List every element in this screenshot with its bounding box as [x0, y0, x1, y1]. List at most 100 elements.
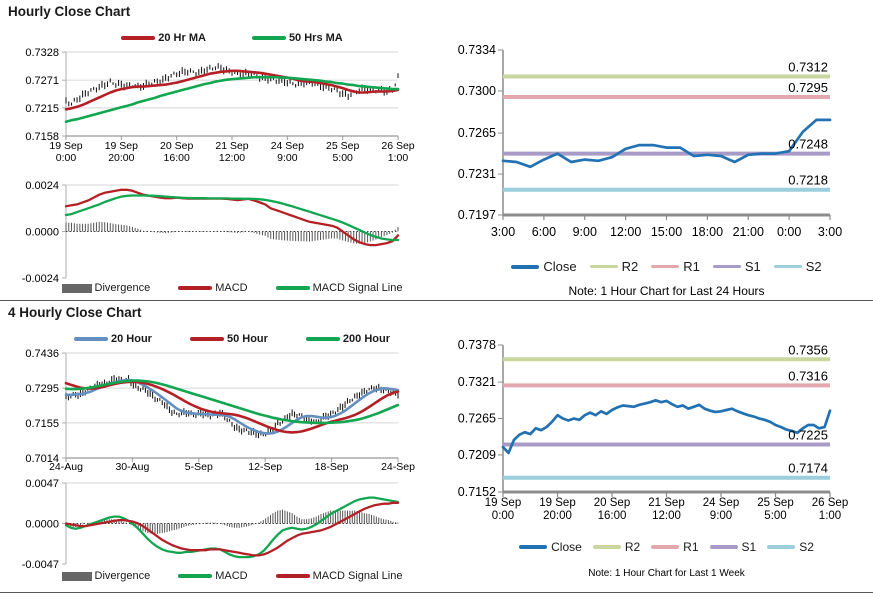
s2-swatch	[767, 545, 796, 549]
svg-text:24 Sep: 24 Sep	[271, 140, 304, 152]
legend-item: 50 Hour	[189, 333, 268, 345]
svg-text:18-Sep: 18-Sep	[315, 461, 349, 473]
hourly-pivot-legend: Close R2 R1 S1 S2	[503, 259, 830, 274]
legend-item: S1	[709, 540, 756, 554]
legend-label: R2	[624, 540, 641, 554]
weekly-pivot-note: Note: 1 Hour Chart for Last 1 Week	[588, 568, 745, 579]
legend-label: 50 Hrs MA	[288, 32, 343, 44]
svg-text:0.7158: 0.7158	[25, 131, 59, 143]
svg-text:9:00: 9:00	[277, 152, 298, 164]
legend-label: S2	[799, 540, 814, 554]
svg-text:0.7209: 0.7209	[458, 448, 496, 462]
svg-text:9:00: 9:00	[573, 225, 597, 239]
legend-label: R1	[683, 259, 700, 274]
svg-text:1:00: 1:00	[819, 510, 841, 522]
legend-item: MACD Signal Line	[275, 282, 402, 294]
svg-text:26 Sep: 26 Sep	[381, 140, 414, 152]
svg-text:0.7271: 0.7271	[25, 75, 59, 87]
green-line-swatch	[251, 36, 286, 40]
svg-text:0.7155: 0.7155	[25, 418, 59, 430]
svg-text:0:00: 0:00	[56, 152, 77, 164]
svg-text:0.7218: 0.7218	[788, 173, 828, 188]
divergence-swatch	[61, 571, 92, 581]
section-divider	[0, 300, 873, 301]
r2-swatch	[592, 545, 621, 549]
svg-text:-0.0047: -0.0047	[22, 559, 59, 568]
svg-text:0.7295: 0.7295	[788, 80, 828, 95]
legend-item: R2	[589, 259, 638, 274]
svg-text:0.7174: 0.7174	[788, 461, 828, 476]
s1-swatch	[709, 545, 738, 549]
svg-text:0.7334: 0.7334	[458, 43, 496, 57]
svg-text:18:00: 18:00	[692, 225, 723, 239]
svg-text:25 Sep: 25 Sep	[326, 140, 359, 152]
legend-label: MACD	[215, 282, 248, 294]
legend-label: Divergence	[94, 570, 151, 582]
divergence-swatch	[61, 283, 92, 293]
legend-label: MACD	[215, 570, 248, 582]
svg-text:21:00: 21:00	[733, 225, 764, 239]
svg-text:0.0000: 0.0000	[25, 519, 59, 531]
r2-swatch	[589, 264, 618, 269]
r1-swatch	[651, 545, 680, 549]
hourly-macd-chart: 0.0024 0.0000 -0.0024	[22, 180, 400, 282]
green-line-swatch	[178, 574, 213, 578]
s2-swatch	[773, 264, 802, 269]
svg-text:30-Aug: 30-Aug	[115, 461, 149, 473]
legend-item: MACD	[178, 282, 248, 294]
svg-text:26 Sep: 26 Sep	[812, 497, 848, 509]
green-line-swatch	[305, 337, 340, 341]
svg-text:0.7265: 0.7265	[458, 412, 496, 426]
svg-text:0.7215: 0.7215	[25, 103, 59, 115]
red-line-swatch	[189, 337, 224, 341]
svg-text:0.7265: 0.7265	[458, 126, 496, 140]
svg-text:0.7248: 0.7248	[788, 137, 828, 152]
svg-text:3:00: 3:00	[818, 225, 842, 239]
svg-text:0.7316: 0.7316	[788, 368, 828, 383]
legend-label: MACD Signal Line	[312, 570, 403, 582]
svg-text:20 Sep: 20 Sep	[160, 140, 193, 152]
svg-text:20:00: 20:00	[108, 152, 134, 164]
legend-label: Close	[543, 259, 577, 274]
svg-text:1:00: 1:00	[388, 152, 409, 164]
legend-label: R1	[683, 540, 699, 554]
svg-text:16:00: 16:00	[164, 152, 190, 164]
blue-line-swatch	[73, 337, 108, 341]
svg-text:12:00: 12:00	[652, 510, 681, 522]
svg-text:0:00: 0:00	[777, 225, 801, 239]
svg-text:0.7436: 0.7436	[25, 348, 59, 360]
legend-label: 20 Hr MA	[158, 32, 206, 44]
svg-text:9:00: 9:00	[710, 510, 732, 522]
svg-text:0.7152: 0.7152	[458, 485, 496, 499]
hourly-pivot-chart: 0.7334 0.7300 0.7265 0.7231 0.7197 3:00 6:00 9:…	[458, 43, 842, 239]
svg-text:25 Sep: 25 Sep	[757, 497, 793, 509]
hourly-ma-legend: 20 Hr MA 50 Hrs MA	[66, 32, 398, 44]
legend-item: Divergence	[61, 282, 150, 294]
four-hourly-ma-legend: 20 Hour 50 Hour 200 Hour	[66, 333, 398, 345]
legend-item: R1	[651, 259, 700, 274]
legend-label: 200 Hour	[342, 333, 390, 345]
legend-item: S2	[767, 540, 814, 554]
svg-text:19 Sep: 19 Sep	[539, 497, 575, 509]
legend-item: MACD Signal Line	[275, 570, 403, 582]
svg-text:24 Sep: 24 Sep	[703, 497, 739, 509]
svg-text:0.0024: 0.0024	[25, 180, 59, 192]
svg-text:0.7312: 0.7312	[788, 59, 828, 74]
svg-text:0.7231: 0.7231	[458, 167, 496, 181]
legend-item: Divergence	[61, 570, 151, 582]
svg-text:12:00: 12:00	[610, 225, 641, 239]
four-hourly-macd-legend: Divergence MACD MACD Signal Line	[61, 570, 402, 582]
four-hourly-macd-chart: 0.0047 0.0000 -0.0047	[22, 478, 400, 568]
svg-text:21 Sep: 21 Sep	[215, 140, 248, 152]
svg-text:24-Aug: 24-Aug	[49, 461, 83, 473]
svg-text:0.0000: 0.0000	[25, 227, 59, 239]
svg-text:20:00: 20:00	[543, 510, 572, 522]
close-line-swatch	[519, 545, 548, 549]
legend-item: Close	[519, 540, 582, 554]
svg-text:5:00: 5:00	[764, 510, 786, 522]
svg-text:3:00: 3:00	[491, 225, 515, 239]
